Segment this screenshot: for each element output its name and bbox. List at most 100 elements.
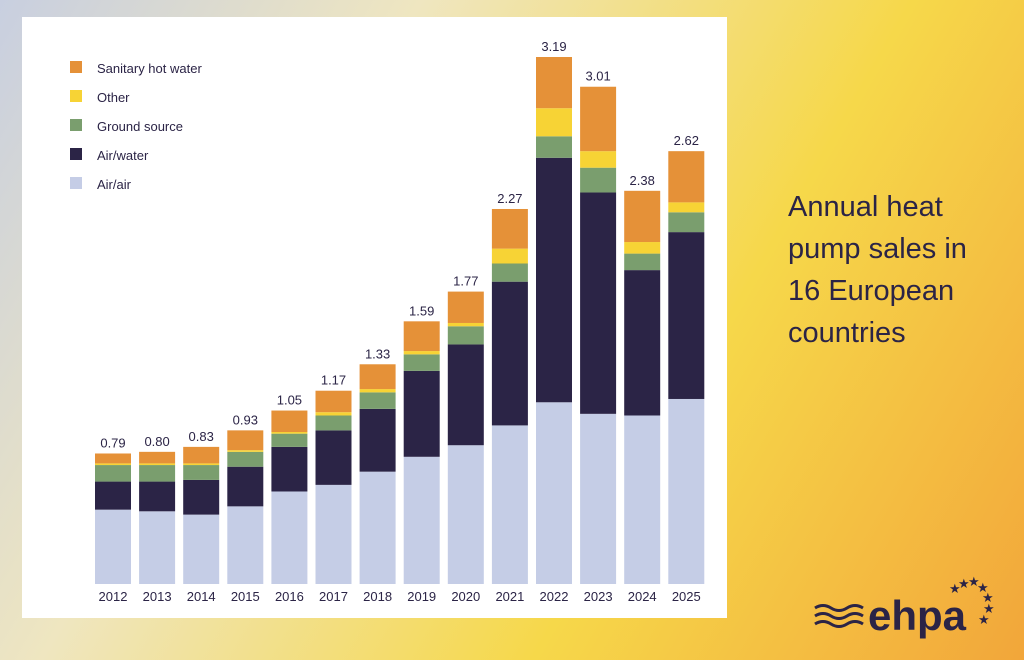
bar-segment xyxy=(315,390,352,413)
bar-segment xyxy=(536,136,572,158)
bar-segment xyxy=(447,326,484,345)
legend-swatch xyxy=(70,90,82,102)
bar-segment xyxy=(580,167,617,193)
bar-segment xyxy=(359,471,396,584)
bar-segment xyxy=(580,413,617,584)
bar-segment xyxy=(668,151,705,203)
bar-segment xyxy=(95,465,131,482)
x-tick-label: 2012 xyxy=(99,589,128,604)
total-label: 3.19 xyxy=(541,39,566,54)
bar-segment xyxy=(403,354,440,371)
total-label: 0.93 xyxy=(233,412,258,427)
bar-segment xyxy=(227,450,264,452)
total-label: 0.79 xyxy=(100,435,125,450)
x-tick-label: 2019 xyxy=(407,589,436,604)
x-tick-label: 2024 xyxy=(628,589,657,604)
bar-segment xyxy=(491,425,528,584)
bar-segment xyxy=(139,451,176,464)
total-label: 0.80 xyxy=(144,434,169,449)
x-tick-label: 2013 xyxy=(143,589,172,604)
bar-segment xyxy=(403,456,440,584)
logo-text: ehpa xyxy=(868,592,967,639)
bar-segment xyxy=(271,491,308,584)
bar-segment xyxy=(227,430,264,451)
bar-segment xyxy=(580,192,617,414)
bar-segment xyxy=(315,484,352,584)
bar-segment xyxy=(668,212,705,233)
total-label: 1.77 xyxy=(453,274,478,289)
logo-waves xyxy=(814,604,864,628)
bar-segment xyxy=(536,108,572,137)
x-tick-label: 2016 xyxy=(275,589,304,604)
bar-segment xyxy=(315,415,352,431)
legend-swatch xyxy=(70,61,82,73)
bar-segment xyxy=(183,465,220,480)
bar-segment xyxy=(447,322,484,327)
total-label: 1.33 xyxy=(365,346,390,361)
total-label: 2.27 xyxy=(497,191,522,206)
legend-swatch xyxy=(70,177,82,189)
x-tick-label: 2023 xyxy=(584,589,613,604)
svg-text:★: ★ xyxy=(982,590,994,605)
svg-text:★: ★ xyxy=(983,601,995,616)
bar-segment xyxy=(491,263,528,282)
bar-segment xyxy=(624,190,661,243)
bar-segment xyxy=(227,451,264,467)
legend-swatch xyxy=(70,119,82,131)
bar-segment xyxy=(624,242,661,254)
bar-segment xyxy=(403,370,440,457)
bar-segment xyxy=(624,253,661,271)
bar-segment xyxy=(491,248,528,264)
bar-segment xyxy=(447,344,484,446)
bar-segment xyxy=(447,445,484,584)
svg-text:★: ★ xyxy=(968,574,980,589)
svg-text:★: ★ xyxy=(977,580,989,595)
bar-segment xyxy=(668,232,705,399)
x-tick-label: 2017 xyxy=(319,589,348,604)
legend-label: Air/air xyxy=(97,177,132,192)
bar-segment xyxy=(183,514,220,584)
bar-segment xyxy=(668,202,705,213)
bar-segment xyxy=(359,392,396,409)
bar-segment xyxy=(139,465,176,482)
bar-segment xyxy=(491,281,528,426)
bar-segment xyxy=(271,433,308,447)
bar-segment xyxy=(227,466,264,507)
bar-segment xyxy=(624,270,661,416)
total-label: 2.38 xyxy=(630,173,655,188)
bar-segment xyxy=(139,481,176,512)
x-tick-label: 2020 xyxy=(451,589,480,604)
x-tick-label: 2018 xyxy=(363,589,392,604)
bar-segment xyxy=(139,511,176,584)
bar-segment xyxy=(359,408,396,472)
bar-segment xyxy=(139,463,176,466)
legend-label: Sanitary hot water xyxy=(97,61,202,76)
legend-label: Other xyxy=(97,90,130,105)
bar-segment xyxy=(491,208,528,249)
bar-segment xyxy=(271,432,308,434)
bar-segment xyxy=(580,86,617,152)
total-label: 2.62 xyxy=(674,133,699,148)
bar-segment xyxy=(271,410,308,433)
svg-text:★: ★ xyxy=(949,581,961,596)
bar-segment xyxy=(95,453,131,464)
bar-segment xyxy=(315,430,352,485)
bar-segment xyxy=(95,463,131,466)
bar-segment xyxy=(359,364,396,390)
bar-segment xyxy=(95,509,131,584)
bar-segment xyxy=(447,291,484,323)
svg-text:★: ★ xyxy=(978,612,990,627)
bar-segment xyxy=(227,506,264,584)
legend-label: Ground source xyxy=(97,119,183,134)
bar-segment xyxy=(403,351,440,355)
bar-segment xyxy=(403,321,440,352)
bar-segment xyxy=(183,463,220,466)
logo-stars: ★★★★★★★ xyxy=(949,574,995,627)
bar-segment xyxy=(668,398,705,584)
total-label: 0.83 xyxy=(189,429,214,444)
bar-segment xyxy=(536,57,572,109)
bar-segment xyxy=(183,446,220,464)
total-label: 1.05 xyxy=(277,393,302,408)
bar-segment xyxy=(580,151,617,168)
